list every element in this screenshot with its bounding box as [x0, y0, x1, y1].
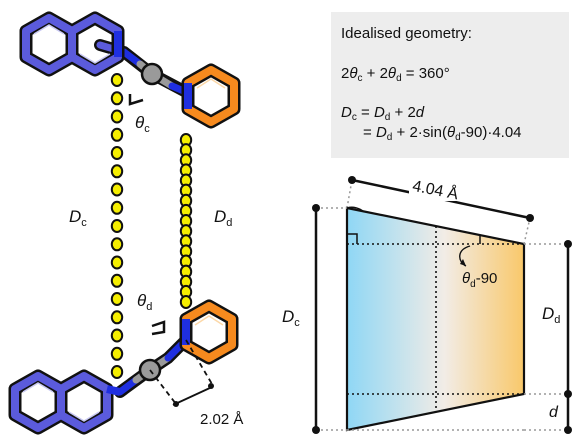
equation-angles: 2θc + 2θd = 360° [341, 65, 450, 84]
eq1-sub-c: c [357, 73, 363, 84]
contact-dot-left [110, 127, 124, 142]
contact-dot-left [110, 328, 124, 343]
eq2-d: d [415, 104, 425, 121]
bottom-molecule [8, 299, 239, 435]
contact-dot-left [110, 146, 124, 160]
contact-dot-right [179, 295, 193, 309]
dotted-contact-left [110, 73, 124, 379]
contact-dot-left [110, 109, 124, 124]
eq1-sub-d: d [396, 73, 402, 84]
theta-d-marker [151, 320, 166, 336]
contact-dot-left [110, 237, 124, 252]
eq1-theta-c: θ [349, 65, 358, 82]
contact-dot-left [110, 346, 124, 361]
eq2-eq: = [356, 104, 374, 121]
eq1-plus: + 2 [362, 65, 388, 82]
Dc-label-schematic: Dc [282, 307, 300, 329]
Dd-label-schematic: Dd [542, 304, 560, 326]
angle-label: θd-90 [462, 270, 497, 290]
eq2-D: D [341, 104, 352, 121]
theta-d-label: θd [137, 291, 152, 313]
contact-dot-left [110, 310, 124, 325]
contact-dot-left [110, 365, 124, 379]
contact-dot-left [110, 255, 124, 270]
distance-end-left [173, 401, 179, 407]
eq3-D: D [375, 124, 387, 141]
contact-dot-left [110, 219, 124, 233]
eq2-sub-d: d [384, 112, 391, 123]
geometry-equation-box: Idealised geometry: 2θc + 2θd = 360° Dc … [331, 12, 569, 158]
top-metal-atom [140, 62, 164, 86]
eq2-plus: + 2 [390, 104, 416, 121]
distance-end-right [208, 383, 214, 389]
geometry-title: Idealised geometry: [341, 25, 472, 42]
eq3-tail: -90)·4.04 [460, 124, 522, 141]
contact-dot-left [110, 273, 124, 288]
eq3-sin: + 2·sin( [392, 124, 447, 141]
eq3-theta: θ [446, 124, 456, 141]
equation-distance-1: Dc = Dd + 2d [341, 104, 424, 123]
Dd-label-molecule: Dd [214, 207, 232, 229]
distance-label: 2.02 Å [200, 411, 243, 428]
Dc-label-molecule: Dc [69, 207, 87, 229]
eq3-sub-d2: d [455, 132, 461, 143]
contact-dot-left [110, 182, 124, 197]
contact-dot-left [110, 200, 124, 215]
contact-dot-left [110, 292, 124, 306]
eq2-sub-c: c [351, 112, 357, 123]
equation-distance-2: = Dd + 2·sin(θd-90)·4.04 [363, 124, 522, 143]
eq3-eq: = [363, 124, 376, 141]
eq1-coef: 2 [341, 65, 350, 82]
contact-dot-left [110, 91, 124, 106]
theta-c-label: θc [135, 113, 150, 135]
d-label-schematic: d [549, 404, 559, 421]
dotted-contact-right [179, 133, 193, 309]
contact-dot-left [110, 73, 124, 87]
contact-dot-left [110, 164, 124, 179]
top-molecule [19, 11, 241, 129]
trapezoid-schematic: 4.04 Å θd-90 Dc Dd d [282, 176, 572, 434]
top-pyridine [181, 63, 241, 129]
distance-dimension [149, 339, 213, 406]
bottom-quinoline [8, 369, 121, 435]
eq1-result: = 360° [401, 65, 450, 82]
top-quinoline [19, 11, 125, 77]
eq2-D2: D [373, 104, 385, 121]
eq3-sub-d: d [386, 132, 393, 143]
theta-c-marker [128, 94, 144, 106]
eq1-theta-d: θ [387, 65, 397, 82]
